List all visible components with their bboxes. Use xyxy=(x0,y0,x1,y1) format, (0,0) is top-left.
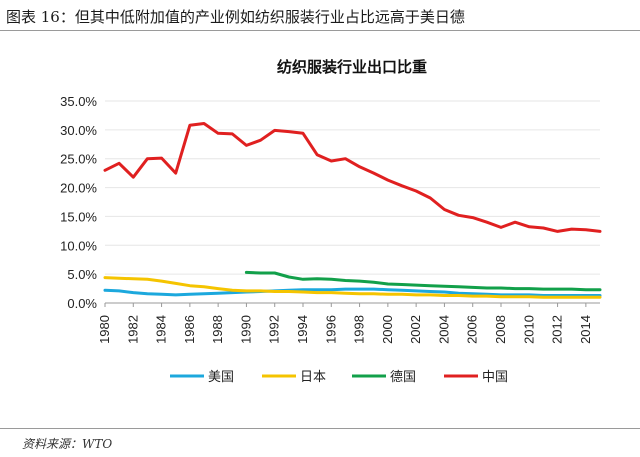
legend: 美国 日本 德国 中国 xyxy=(170,370,508,385)
top-rule xyxy=(0,30,640,31)
x-tick-label: 1984 xyxy=(154,315,169,344)
x-axis-ticks: 1980 1982 1984 1986 1988 1990 1992 1994 1996 1998… xyxy=(97,303,593,344)
bottom-rule xyxy=(0,428,640,429)
series-line xyxy=(103,122,602,233)
x-tick-label: 1988 xyxy=(210,315,225,344)
x-tick-label: 1992 xyxy=(267,315,282,344)
source-note: 资料来源：WTO xyxy=(22,437,113,451)
series-line xyxy=(244,270,602,292)
series-line xyxy=(103,287,602,297)
series-line xyxy=(103,276,602,299)
series-lines xyxy=(103,122,602,299)
x-tick-label: 1986 xyxy=(182,315,197,344)
legend-label: 德国 xyxy=(390,370,416,385)
x-tick-label: 2000 xyxy=(380,315,395,344)
x-tick-label: 1982 xyxy=(125,315,140,344)
x-tick-label: 2002 xyxy=(408,315,423,344)
gridlines xyxy=(105,100,600,275)
y-tick-label: 25.0% xyxy=(60,152,97,167)
y-tick-label: 10.0% xyxy=(60,238,97,253)
y-tick-label: 20.0% xyxy=(60,181,97,196)
x-tick-label: 2012 xyxy=(550,315,565,344)
legend-label: 中国 xyxy=(482,370,508,385)
y-axis-ticks: 0.0% 5.0% 10.0% 15.0% 20.0% 25.0% 30.0% 35.0% xyxy=(60,94,97,311)
y-tick-label: 35.0% xyxy=(60,94,97,109)
y-tick-label: 5.0% xyxy=(67,267,97,282)
figure-title: 图表 16：但其中低附加值的产业例如纺织服装行业占比远高于美日德 xyxy=(6,8,465,26)
x-tick-label: 1996 xyxy=(323,315,338,344)
x-tick-label: 2014 xyxy=(578,315,593,344)
y-tick-label: 15.0% xyxy=(60,209,97,224)
legend-label: 日本 xyxy=(300,370,326,385)
chart-title: 纺织服装行业出口比重 xyxy=(277,58,427,76)
x-tick-label: 2008 xyxy=(493,315,508,344)
y-tick-label: 0.0% xyxy=(67,296,97,311)
x-tick-label: 1990 xyxy=(238,315,253,344)
y-tick-label: 30.0% xyxy=(60,123,97,138)
x-tick-label: 1998 xyxy=(352,315,367,344)
x-tick-label: 2006 xyxy=(465,315,480,344)
x-tick-label: 1980 xyxy=(97,315,112,344)
legend-label: 美国 xyxy=(208,370,234,385)
x-tick-label: 2004 xyxy=(436,315,451,344)
x-tick-label: 2010 xyxy=(521,315,536,344)
x-tick-label: 1994 xyxy=(295,315,310,344)
